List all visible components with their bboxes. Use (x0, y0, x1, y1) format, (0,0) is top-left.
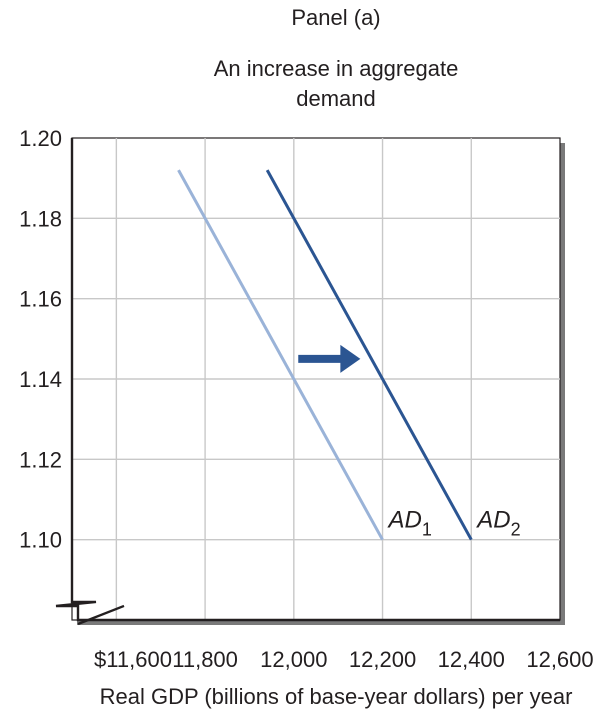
y-tick-label: 1.20 (19, 126, 62, 151)
y-tick-label: 1.10 (19, 528, 62, 553)
curve-label-ad2: AD2 (475, 507, 520, 540)
axis-break-symbol (55, 138, 560, 622)
chart-title-line-1: An increase in aggregate (214, 56, 459, 81)
x-tick-label: 11,800 (172, 647, 238, 672)
curve-ad1 (177, 169, 384, 541)
curve-label-ad1: AD1 (387, 507, 432, 540)
x-tick-label: 12,000 (260, 647, 327, 672)
shift-annotations (298, 344, 361, 373)
y-tick-label: 1.16 (19, 287, 62, 312)
y-tick-label: 1.14 (19, 367, 62, 392)
y-axis-ticks: 1.10 1.12 1.14 1.16 1.18 1.20 (19, 126, 62, 553)
axis-break-diagonal (77, 604, 125, 626)
plot-frame (71, 137, 565, 625)
y-tick-label: 1.12 (19, 447, 62, 472)
x-tick-label: $11,600 (94, 647, 172, 672)
y-tick-label: 1.18 (19, 206, 62, 231)
x-axis-ticks: $11,600 11,800 12,000 12,200 12,400 12,600 (94, 647, 594, 672)
x-axis-label: Real GDP (billions of base-year dollars)… (100, 684, 573, 709)
demand-curves: AD1 AD2 (177, 169, 521, 541)
x-tick-label: 12,200 (349, 647, 416, 672)
chart-title-line-2: demand (296, 86, 376, 111)
curve-ad2 (265, 169, 473, 541)
panel-label: Panel (a) (291, 5, 380, 30)
shift-arrow-icon (298, 344, 361, 373)
x-tick-label: 12,400 (438, 647, 505, 672)
x-tick-label: 12,600 (526, 647, 593, 672)
